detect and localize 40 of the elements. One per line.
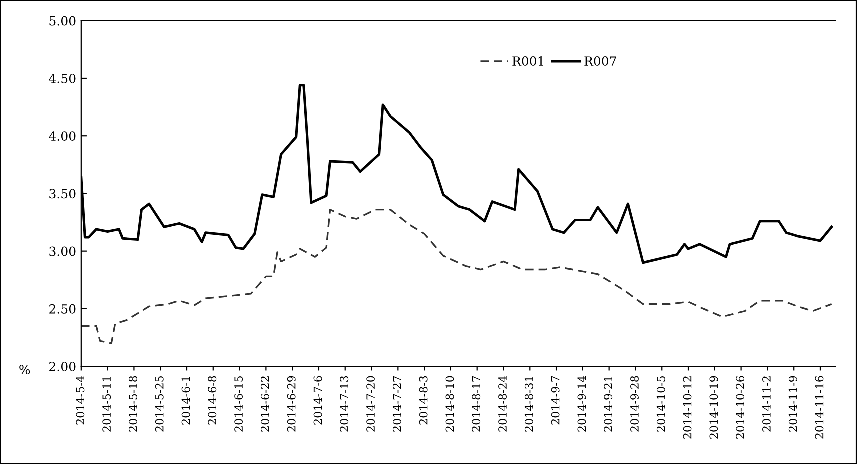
legend-label: R001 (512, 56, 544, 66)
x-tick-label: 2014-6-8 (208, 376, 217, 425)
x-tick-label: 2014-8-24 (498, 376, 507, 432)
y-tick-label: 2.50 (50, 304, 76, 314)
x-tick-label: 2014-6-15 (234, 376, 244, 432)
x-tick-label: 2014-9-21 (604, 377, 613, 432)
line-series (81, 209, 833, 344)
x-tick-label: 2014-7-13 (340, 376, 349, 432)
x-tick-label: 2014-11-2 (762, 376, 771, 432)
x-tick-label: 2014-11-9 (788, 376, 798, 432)
x-tick-label: 2014-10-12 (683, 376, 692, 439)
x-tick-label: 2014-8-17 (472, 376, 481, 432)
y-tick-label: 3.50 (50, 189, 76, 199)
x-tick-label: 2014-10-19 (710, 376, 718, 439)
x-tick-label: 2014-8-31 (524, 377, 534, 432)
x-tick-label: 2014-11-16 (815, 376, 824, 439)
y-axis-title: % (20, 365, 30, 375)
x-tick-label: 2014-6-1 (182, 377, 190, 425)
x-tick-label: 2014-9-7 (551, 376, 560, 425)
y-tick-label: 5.00 (50, 16, 76, 26)
x-tick-label: 2014-5-18 (129, 376, 138, 432)
x-tick-label: 2014-9-14 (578, 376, 586, 432)
x-tick-label: 2014-8-10 (446, 376, 454, 432)
x-tick-label: 2014-10-5 (656, 376, 666, 432)
x-tick-label: 2014-5-4 (76, 376, 85, 425)
x-tick-label: 2014-5-11 (102, 377, 112, 432)
y-tick-label: 4.00 (49, 132, 76, 142)
x-tick-label: 2014-10-26 (736, 376, 745, 439)
y-tick-label: 4.50 (49, 74, 76, 84)
x-tick-label: 2014-6-29 (287, 376, 296, 432)
y-tick-label: 2.00 (50, 362, 76, 372)
x-tick-label: 2014-6-22 (261, 376, 270, 432)
x-tick-label: 2014-5-25 (155, 376, 164, 432)
x-tick-label: 2014-9-28 (630, 376, 639, 432)
x-tick-label: 2014-7-20 (366, 376, 375, 432)
x-tick-label: 2014-7-6 (314, 376, 322, 425)
y-tick-label: 3.00 (50, 246, 76, 256)
x-tick-label: 2014-7-27 (392, 376, 402, 432)
legend-label: R007 (584, 56, 616, 66)
x-tick-label: 2014-8-3 (419, 376, 428, 425)
